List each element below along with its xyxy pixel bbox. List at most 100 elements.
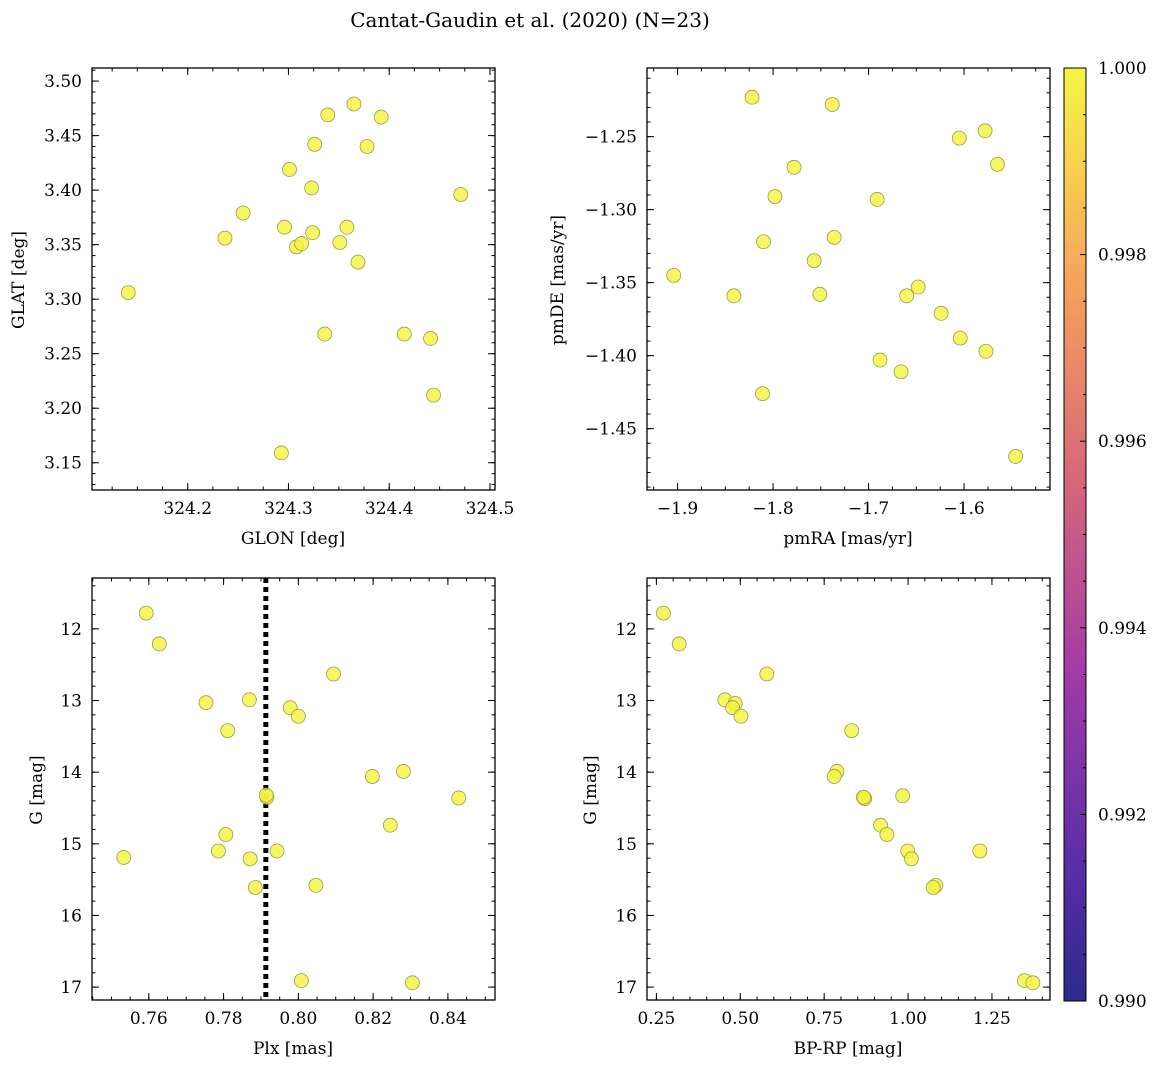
- x-tick-label: −1.6: [943, 499, 984, 519]
- data-point: [925, 880, 941, 895]
- data-point: [282, 162, 297, 177]
- data-point: [869, 192, 885, 207]
- data-point: [269, 843, 285, 859]
- x-tick-label: −1.9: [657, 499, 698, 519]
- data-point: [977, 123, 993, 139]
- data-point: [844, 723, 860, 739]
- data-point: [879, 827, 895, 842]
- figure-title: Cantat-Gaudin et al. (2020) (N=23): [350, 8, 710, 32]
- x-tick-label: 324.2: [163, 499, 212, 519]
- data-point: [151, 636, 167, 652]
- data-point: [320, 107, 336, 123]
- x-tick-label: 0.80: [279, 1009, 317, 1029]
- data-point: [396, 764, 411, 779]
- colorbar-tick-label: 0.992: [1098, 805, 1147, 825]
- data-point: [756, 234, 771, 250]
- data-point: [951, 130, 967, 146]
- data-point: [824, 97, 840, 112]
- y-tick-label: 13: [60, 692, 82, 712]
- plot-frame: [91, 577, 496, 1001]
- x-axis-label: BP-RP [mag]: [794, 1039, 903, 1059]
- data-point: [671, 636, 687, 652]
- y-tick-label: 17: [60, 978, 82, 998]
- y-axis-label: GLAT [deg]: [9, 231, 29, 329]
- x-axis-label: GLON [deg]: [241, 529, 345, 549]
- data-point: [198, 695, 214, 711]
- y-tick-label: −1.35: [585, 274, 637, 294]
- colorbar-tick-label: 0.990: [1098, 992, 1147, 1012]
- colorbar-gradient: [1063, 67, 1087, 1002]
- colorbar-tick-label: 0.994: [1098, 619, 1147, 639]
- data-point: [656, 605, 671, 621]
- data-point: [426, 387, 441, 403]
- data-point: [453, 187, 469, 202]
- data-point: [856, 789, 872, 805]
- y-tick-label: 14: [615, 763, 637, 783]
- y-tick-label: 12: [615, 620, 637, 640]
- colorbar-tick-label: 0.996: [1098, 432, 1147, 452]
- data-point: [899, 288, 915, 304]
- plot-frame: [646, 577, 1051, 1001]
- y-tick-label: 3.20: [44, 399, 82, 419]
- data-point: [220, 723, 236, 739]
- data-point: [826, 229, 842, 245]
- y-tick-label: 14: [60, 763, 82, 783]
- data-point: [217, 230, 233, 246]
- data-point: [326, 666, 341, 682]
- y-tick-label: 3.35: [44, 236, 82, 256]
- plot-frame: [646, 67, 1051, 491]
- y-tick-label: 3.30: [44, 290, 82, 310]
- data-point: [990, 156, 1005, 172]
- data-point: [294, 236, 309, 251]
- data-point: [241, 692, 257, 708]
- x-tick-label: 0.75: [805, 1009, 843, 1029]
- data-point: [359, 139, 375, 154]
- data-point: [116, 850, 132, 865]
- data-point: [138, 605, 154, 621]
- data-point: [812, 286, 828, 302]
- y-tick-label: 3.25: [44, 345, 82, 365]
- colorbar-tick-label: 1.000: [1098, 59, 1147, 79]
- data-point: [235, 205, 251, 221]
- data-point: [952, 330, 968, 346]
- x-tick-label: 324.4: [365, 499, 414, 519]
- panel-plx-g: Plx [mas] G [mag] 0.76 0.78 0.80 0.82 0.84 12…: [27, 577, 496, 1059]
- x-axis-label: Plx [mas]: [253, 1039, 333, 1059]
- data-point: [755, 386, 770, 402]
- x-axis-label: pmRA [mas/yr]: [783, 529, 912, 549]
- y-tick-label: 16: [615, 906, 637, 926]
- data-point: [382, 817, 398, 833]
- y-tick-label: 12: [60, 620, 82, 640]
- y-tick-label: 3.50: [44, 72, 82, 92]
- x-tick-label: 1.00: [889, 1009, 927, 1029]
- x-tick-label: 324.5: [466, 499, 515, 519]
- data-point: [332, 235, 348, 250]
- data-point: [733, 708, 749, 724]
- data-point: [423, 331, 438, 346]
- y-tick-label: 17: [615, 978, 637, 998]
- y-tick-label: −1.30: [585, 201, 637, 221]
- data-point: [258, 787, 274, 803]
- data-point: [404, 975, 420, 991]
- y-tick-label: −1.40: [585, 347, 637, 367]
- y-tick-label: 3.15: [44, 454, 82, 474]
- data-point: [350, 254, 366, 270]
- data-point: [726, 288, 742, 304]
- plot-frame: [91, 67, 496, 491]
- colorbar: 0.990 0.992 0.994 0.996 0.998 1.000: [1063, 59, 1147, 1012]
- data-point: [767, 189, 783, 204]
- data-point: [277, 219, 292, 235]
- data-point: [364, 769, 380, 784]
- y-tick-label: 15: [60, 835, 82, 855]
- data-point: [346, 96, 362, 112]
- data-point: [218, 827, 234, 842]
- y-axis-label: G [mag]: [27, 755, 47, 824]
- y-tick-label: 15: [615, 835, 637, 855]
- x-tick-label: 324.3: [264, 499, 313, 519]
- data-point: [933, 305, 949, 321]
- data-point: [373, 109, 389, 125]
- y-tick-label: −1.45: [585, 420, 637, 440]
- panel-pmra-pmde: pmRA [mas/yr] pmDE [mas/yr] −1.9 −1.8 −1.7…: [548, 67, 1051, 549]
- data-point: [826, 769, 842, 784]
